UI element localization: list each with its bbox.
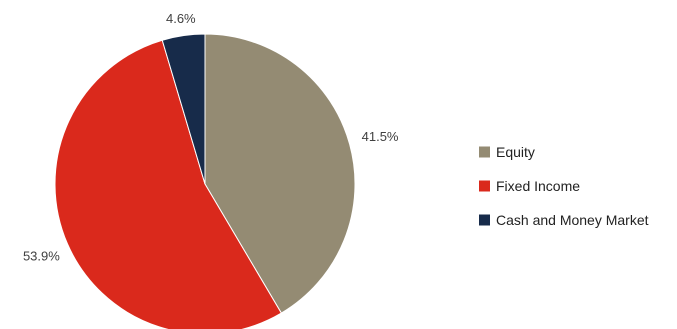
value-label-fixed-income: 53.9%: [23, 248, 60, 263]
legend-item-equity: Equity: [479, 144, 535, 160]
value-label-cash-and-money-market: 4.6%: [166, 11, 196, 26]
pie-slice-equity: [204, 33, 356, 314]
legend-label-cash-and-money-market: Cash and Money Market: [496, 212, 649, 228]
legend: Equity Fixed Income Cash and Money Market: [479, 144, 649, 228]
pie-slices: [54, 33, 356, 329]
pie-slice-fixed-income: [54, 39, 283, 329]
legend-label-fixed-income: Fixed Income: [496, 178, 580, 194]
legend-item-cash-and-money-market: Cash and Money Market: [479, 212, 649, 228]
legend-item-fixed-income: Fixed Income: [479, 178, 580, 194]
pie-slice-cash-and-money-market: [161, 33, 206, 185]
legend-label-equity: Equity: [496, 144, 535, 160]
value-label-equity: 41.5%: [362, 129, 399, 144]
legend-swatch-fixed-income: [479, 180, 490, 192]
legend-swatch-equity: [479, 146, 490, 158]
pie-value-labels: 41.5% 53.9% 4.6%: [23, 11, 399, 264]
legend-swatch-cash-and-money-market: [479, 214, 490, 226]
